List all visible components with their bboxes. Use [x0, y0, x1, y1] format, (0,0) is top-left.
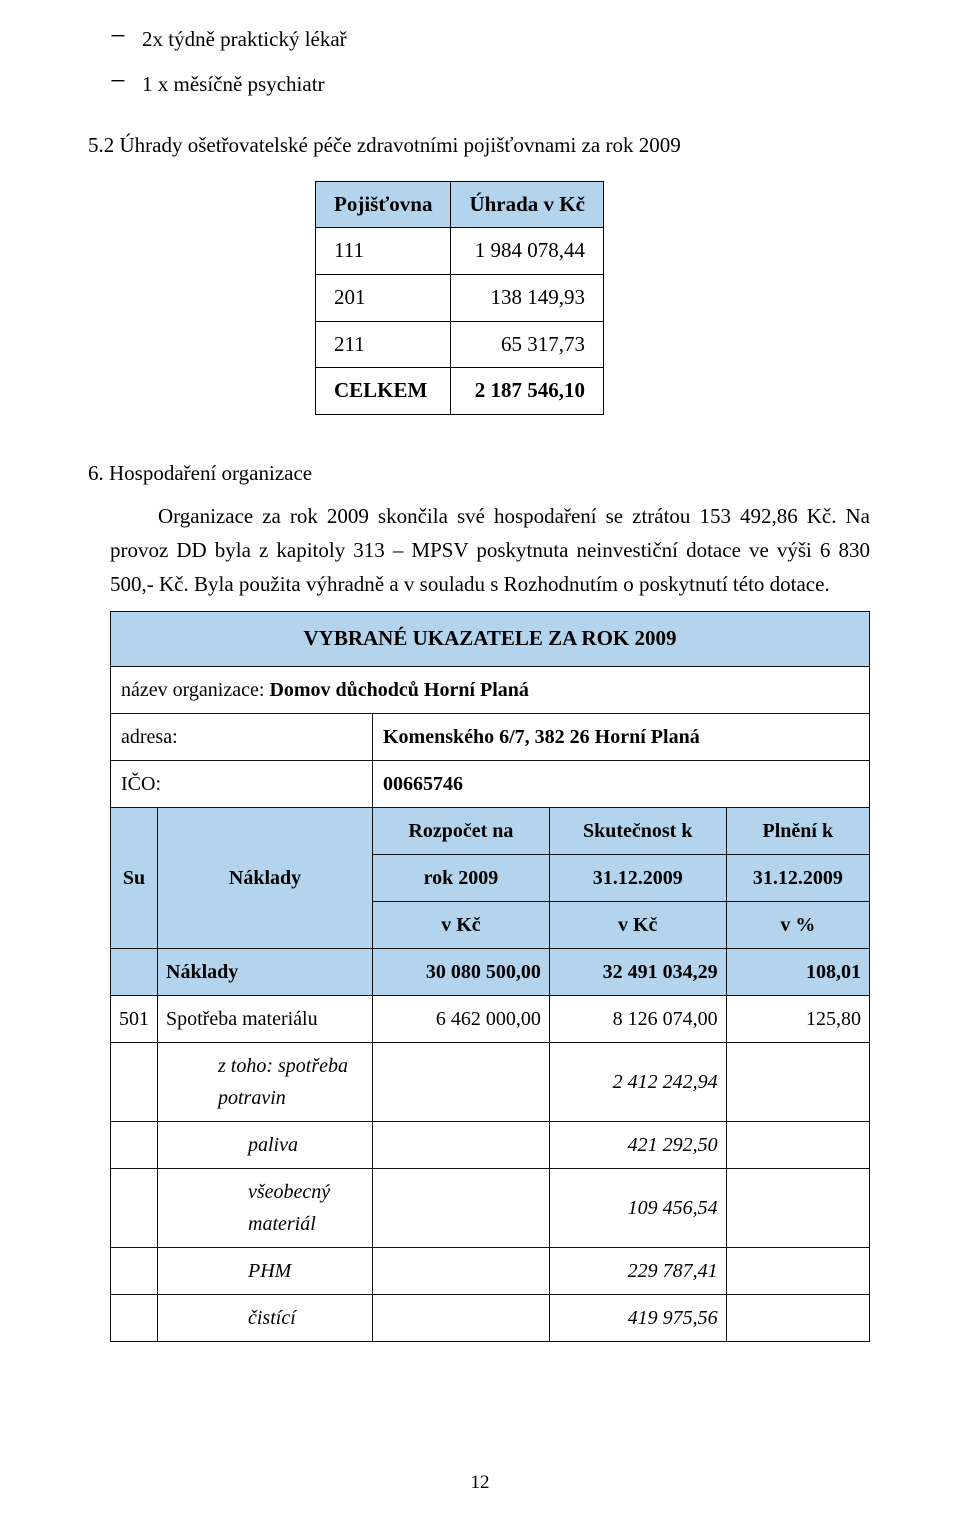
meta-label: název organizace:: [121, 679, 264, 701]
dash-icon: −: [110, 65, 142, 102]
col-header-pojistovna: Pojišťovna: [316, 181, 451, 228]
table-header-row: Pojišťovna Úhrada v Kč: [316, 181, 604, 228]
cell-label: čistící: [158, 1294, 373, 1341]
meta-addr-value: Komenského 6/7, 382 26 Horní Planá: [373, 713, 870, 760]
cell-rozpocet: [373, 1121, 550, 1168]
table-row: PHM 229 787,41: [111, 1247, 870, 1294]
cell-plneni: [726, 1294, 869, 1341]
section-6-title: 6. Hospodaření organizace: [88, 457, 870, 491]
cell-plneni: [726, 1042, 869, 1121]
page: −2x týdně praktický lékař −1 x měsíčně p…: [0, 0, 960, 1528]
cell-code: 201: [316, 274, 451, 321]
section-5-2-title: 5.2 Úhrady ošetřovatelské péče zdravotní…: [88, 129, 870, 163]
list-item-text: 2x týdně praktický lékař: [142, 20, 347, 57]
total-label: Náklady: [158, 948, 373, 995]
col-plneni-l1: Plnění k: [726, 807, 869, 854]
meta-ico-label: IČO:: [111, 760, 373, 807]
table-row: paliva 421 292,50: [111, 1121, 870, 1168]
col-rozpocet-l1: Rozpočet na: [373, 807, 550, 854]
cell-amount: 138 149,93: [451, 274, 604, 321]
cell-skutecnost: 2 412 242,94: [549, 1042, 726, 1121]
table-row: 501Spotřeba materiálu6 462 000,008 126 0…: [111, 995, 870, 1042]
cell-plneni: 125,80: [726, 995, 869, 1042]
table-row: všeobecný materiál 109 456,54: [111, 1168, 870, 1247]
list-item: −1 x měsíčně psychiatr: [110, 65, 870, 102]
col-rozpocet-l3: v Kč: [373, 901, 550, 948]
cell-su: [111, 1294, 158, 1341]
cell-skutecnost: 421 292,50: [549, 1121, 726, 1168]
list-item: −2x týdně praktický lékař: [110, 20, 870, 57]
col-plneni-l2: 31.12.2009: [726, 854, 869, 901]
cell-label: paliva: [158, 1121, 373, 1168]
col-skutecnost-l2: 31.12.2009: [549, 854, 726, 901]
cell-rozpocet: [373, 1168, 550, 1247]
cell-su: [111, 1168, 158, 1247]
cell-code: 111: [316, 228, 451, 275]
cell-su: [111, 1042, 158, 1121]
cell-rozpocet: [373, 1042, 550, 1121]
table-row: 111 1 984 078,44: [316, 228, 604, 275]
cell-amount: 65 317,73: [451, 321, 604, 368]
insurance-table: Pojišťovna Úhrada v Kč 111 1 984 078,44 …: [315, 181, 604, 415]
total-skutecnost: 32 491 034,29: [549, 948, 726, 995]
table-row: čistící 419 975,56: [111, 1294, 870, 1341]
cell-rozpocet: [373, 1247, 550, 1294]
meta-ico-value: 00665746: [373, 760, 870, 807]
cell-plneni: [726, 1168, 869, 1247]
col-rozpocet-l2: rok 2009: [373, 854, 550, 901]
cell-skutecnost: 229 787,41: [549, 1247, 726, 1294]
col-skutecnost-l1: Skutečnost k: [549, 807, 726, 854]
table-row: 201 138 149,93: [316, 274, 604, 321]
cell-code: 211: [316, 321, 451, 368]
cell-label: všeobecný materiál: [158, 1168, 373, 1247]
page-number: 12: [0, 1468, 960, 1498]
cell-label: z toho: spotřeba potravin: [158, 1042, 373, 1121]
cell-skutecnost: 109 456,54: [549, 1168, 726, 1247]
cell-rozpocet: [373, 1294, 550, 1341]
cell-plneni: [726, 1121, 869, 1168]
cell-label: Spotřeba materiálu: [158, 995, 373, 1042]
total-plneni: 108,01: [726, 948, 869, 995]
meta-value: Komenského 6/7, 382 26 Horní Planá: [383, 726, 700, 748]
col-header-uhrada: Úhrada v Kč: [451, 181, 604, 228]
meta-org: název organizace: Domov důchodců Horní P…: [111, 666, 870, 713]
indicators-table: VYBRANÉ UKAZATELE ZA ROK 2009 název orga…: [110, 611, 870, 1342]
col-skutecnost-l3: v Kč: [549, 901, 726, 948]
col-su: Su: [111, 807, 158, 948]
banner-title: VYBRANÉ UKAZATELE ZA ROK 2009: [111, 612, 870, 667]
cell-plneni: [726, 1247, 869, 1294]
meta-value: Domov důchodců Horní Planá: [269, 679, 528, 701]
meta-row-org: název organizace: Domov důchodců Horní P…: [111, 666, 870, 713]
table-banner-row: VYBRANÉ UKAZATELE ZA ROK 2009: [111, 612, 870, 667]
cell-rozpocet: 6 462 000,00: [373, 995, 550, 1042]
total-rozpocet: 30 080 500,00: [373, 948, 550, 995]
cell-skutecnost: 8 126 074,00: [549, 995, 726, 1042]
cell-su: 501: [111, 995, 158, 1042]
table-row: z toho: spotřeba potravin 2 412 242,94: [111, 1042, 870, 1121]
cell-amount: 1 984 078,44: [451, 228, 604, 275]
table-total-row: CELKEM 2 187 546,10: [316, 368, 604, 415]
meta-value: 00665746: [383, 773, 463, 795]
col-naklady: Náklady: [158, 807, 373, 948]
cell-skutecnost: 419 975,56: [549, 1294, 726, 1341]
totals-row: Náklady 30 080 500,00 32 491 034,29 108,…: [111, 948, 870, 995]
section-6-paragraph: Organizace za rok 2009 skončila své hosp…: [110, 500, 870, 601]
dash-icon: −: [110, 20, 142, 57]
meta-addr-label: adresa:: [111, 713, 373, 760]
cell-su: [111, 1247, 158, 1294]
meta-row-addr: adresa: Komenského 6/7, 382 26 Horní Pla…: [111, 713, 870, 760]
cell-total-label: CELKEM: [316, 368, 451, 415]
list-item-text: 1 x měsíčně psychiatr: [142, 65, 325, 102]
meta-row-ico: IČO: 00665746: [111, 760, 870, 807]
cell-su: [111, 1121, 158, 1168]
total-su: [111, 948, 158, 995]
table-row: 211 65 317,73: [316, 321, 604, 368]
col-plneni-l3: v %: [726, 901, 869, 948]
bullet-list: −2x týdně praktický lékař −1 x měsíčně p…: [110, 20, 870, 101]
header-row: Su Náklady Rozpočet na Skutečnost k Plně…: [111, 807, 870, 854]
cell-label: PHM: [158, 1247, 373, 1294]
cell-total-amount: 2 187 546,10: [451, 368, 604, 415]
